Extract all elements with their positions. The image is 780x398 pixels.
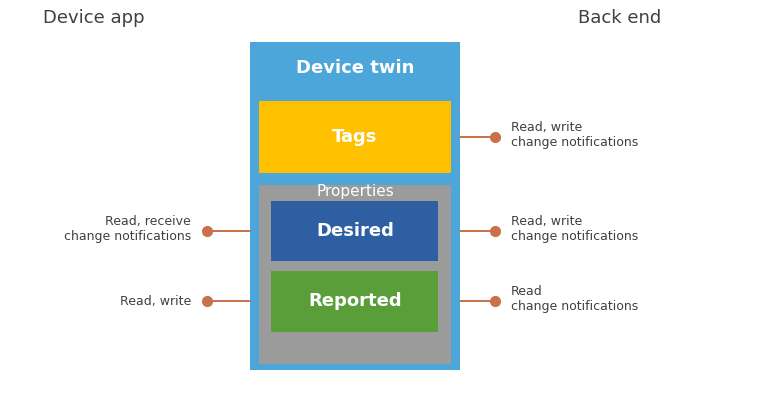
Text: Read, write
change notifications: Read, write change notifications bbox=[511, 215, 638, 243]
Bar bbox=[271, 201, 438, 261]
Text: Properties: Properties bbox=[316, 184, 394, 199]
Text: Read, receive
change notifications: Read, receive change notifications bbox=[64, 215, 191, 243]
Bar bbox=[259, 101, 451, 173]
Text: Desired: Desired bbox=[316, 222, 394, 240]
Text: Read, write: Read, write bbox=[120, 295, 191, 308]
Text: Back end: Back end bbox=[579, 9, 661, 27]
Bar bbox=[250, 42, 460, 370]
Text: Device twin: Device twin bbox=[296, 59, 414, 78]
Text: Tags: Tags bbox=[332, 128, 378, 146]
Text: Reported: Reported bbox=[308, 293, 402, 310]
Text: Device app: Device app bbox=[43, 9, 144, 27]
Text: Read, write
change notifications: Read, write change notifications bbox=[511, 121, 638, 149]
Bar bbox=[271, 271, 438, 332]
Text: Read
change notifications: Read change notifications bbox=[511, 285, 638, 314]
Bar bbox=[259, 185, 451, 364]
